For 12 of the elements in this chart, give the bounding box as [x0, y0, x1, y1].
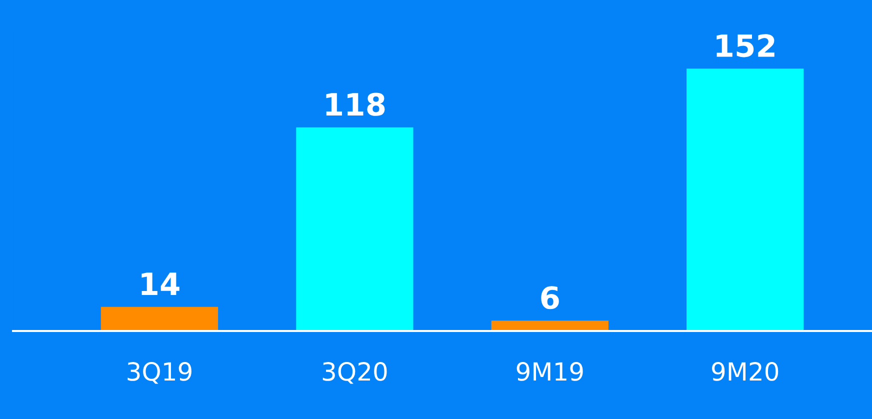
x-tick-label: 9M19	[516, 362, 583, 381]
data-label: 152	[716, 34, 774, 58]
x-tick-label: 3Q19	[128, 362, 192, 384]
x-tick-label: 3Q20	[322, 362, 387, 384]
data-label: 6	[541, 286, 559, 310]
x-tick-label: 9M20	[712, 362, 778, 381]
data-label: 14	[142, 272, 180, 295]
data-label: 118	[326, 92, 385, 116]
bar	[296, 127, 414, 332]
bar	[100, 306, 218, 332]
bar	[686, 68, 804, 332]
bar	[491, 320, 608, 332]
